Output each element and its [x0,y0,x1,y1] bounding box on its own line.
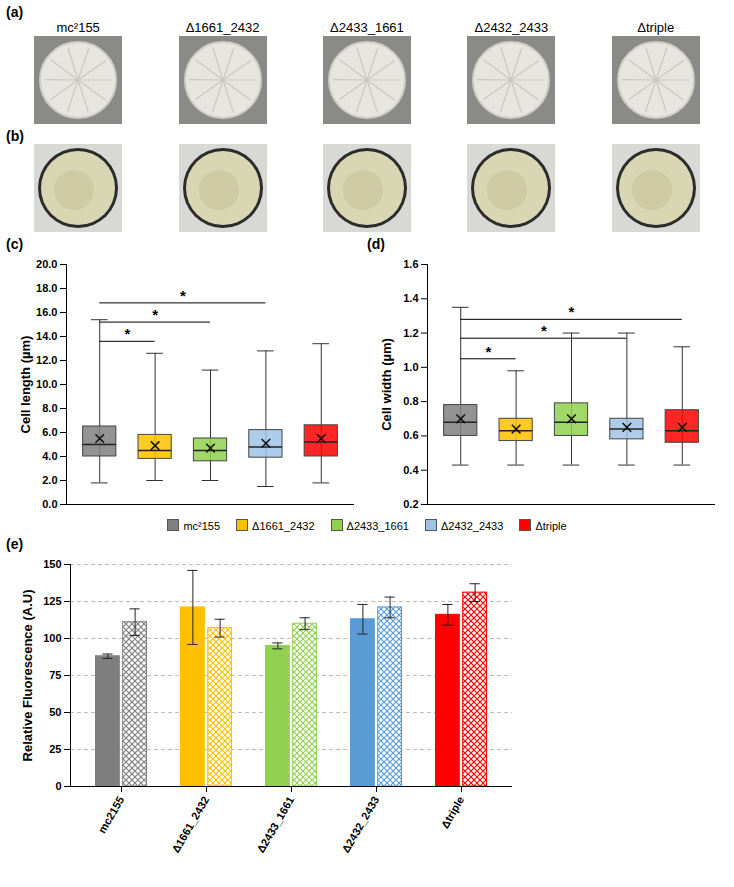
html-text:Δ2432_2433: Δ2432_2433 [441,519,504,532]
svg-text:150: 150 [43,558,61,570]
svg-text:12.0: 12.0 [36,354,57,366]
html-text:mc²155: mc²155 [183,519,221,532]
svg-text:Δtriple: Δtriple [438,794,466,830]
svg-text:*: * [180,287,186,304]
svg-text:0.0: 0.0 [42,498,57,510]
svg-text:1.6: 1.6 [403,258,418,270]
html-text:(c): (c) [6,236,24,252]
html-text:mc²155: mc²155 [56,20,100,35]
html-text:(a): (a) [6,4,24,20]
html-text:Δ2433_1661: Δ2433_1661 [330,20,404,35]
svg-text:Cell length (µm): Cell length (µm) [18,336,33,434]
html-text:(e): (e) [6,536,24,552]
svg-text:0: 0 [55,780,61,792]
svg-text:14.0: 14.0 [36,330,57,342]
svg-text:1.4: 1.4 [403,292,419,304]
svg-text:8.0: 8.0 [42,402,57,414]
html-text:Δtriple: Δtriple [535,519,567,532]
svg-text:*: * [486,343,492,360]
svg-text:0.2: 0.2 [403,498,418,510]
svg-text:0.6: 0.6 [403,429,418,441]
svg-text:*: * [569,303,575,320]
html-text:Δ2433_1661: Δ2433_1661 [346,519,409,532]
svg-text:50: 50 [49,706,61,718]
html-text:(b): (b) [6,128,24,144]
html-text:Δ1661_2432: Δ1661_2432 [252,519,315,532]
svg-text:20.0: 20.0 [36,258,57,270]
svg-text:*: * [125,325,131,342]
svg-text:75: 75 [49,669,61,681]
svg-text:Δ2433_1661: Δ2433_1661 [254,794,296,855]
svg-text:Δ2432_2433: Δ2432_2433 [339,794,381,855]
svg-text:1.2: 1.2 [403,327,418,339]
svg-text:Cell width (µm): Cell width (µm) [379,338,394,431]
svg-text:0.8: 0.8 [403,395,418,407]
svg-text:125: 125 [43,595,61,607]
svg-text:0.4: 0.4 [403,464,419,476]
svg-text:Δ1661_2432: Δ1661_2432 [169,794,211,855]
svg-text:*: * [541,322,547,339]
html-text:Δ2432_2433: Δ2432_2433 [474,20,549,35]
html-text:(d): (d) [367,236,385,252]
svg-text:25: 25 [49,743,61,755]
html-text:Δ1661_2432: Δ1661_2432 [185,20,260,35]
html-text:Δtriple: Δtriple [637,20,675,35]
svg-text:100: 100 [43,632,61,644]
svg-text:16.0: 16.0 [36,306,57,318]
svg-text:10.0: 10.0 [36,378,57,390]
svg-text:1.0: 1.0 [403,361,418,373]
svg-text:6.0: 6.0 [42,426,57,438]
svg-text:mc2155: mc2155 [96,794,127,835]
svg-text:Relative Fluorescence (A.U): Relative Fluorescence (A.U) [20,590,35,762]
svg-text:*: * [152,306,158,323]
svg-text:2.0: 2.0 [42,474,57,486]
svg-text:4.0: 4.0 [42,450,57,462]
svg-text:18.0: 18.0 [36,282,57,294]
